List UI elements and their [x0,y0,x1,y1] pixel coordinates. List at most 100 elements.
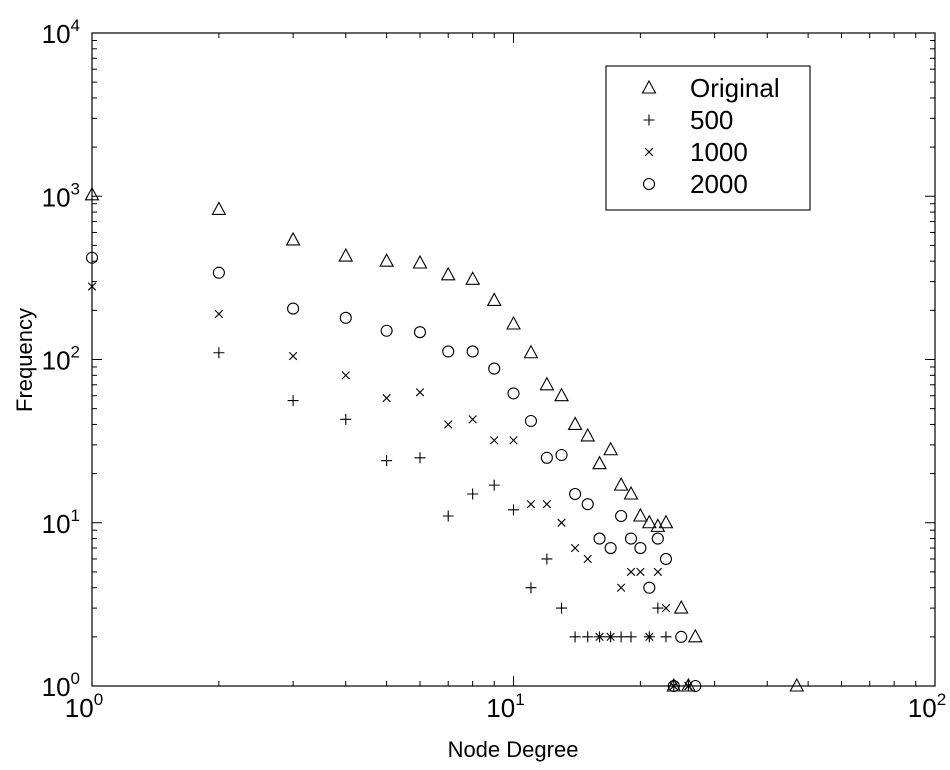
data-point [381,455,393,467]
legend-label: Original [690,73,780,103]
data-point [287,302,300,315]
data-point [214,309,224,319]
legend-item: 2000 [642,169,748,199]
data-point [687,628,703,643]
legend-label: 2000 [690,169,748,199]
x-tick-label: 102 [908,690,946,723]
data-point [557,518,566,527]
data-point [488,362,501,375]
tick-labels: 100 101 102 100 101 102 103 104 [42,16,947,723]
data-point [660,631,672,643]
data-point [569,487,582,501]
data-point [467,488,479,500]
data-point [636,567,645,577]
data-point [604,541,617,555]
data-point [540,451,553,464]
data-point [382,393,391,403]
data-point [539,376,555,391]
data-point [669,681,678,691]
data-point [667,679,680,693]
data-point [380,324,393,337]
data-point [412,254,428,269]
data-point [569,631,581,643]
data-points [84,186,805,693]
data-point [523,344,539,359]
data-point [508,504,519,516]
data-point [525,582,537,594]
data-point [212,266,225,279]
data-point [661,603,671,613]
data-point [615,509,628,523]
series-plus [213,347,694,692]
data-point [582,631,594,643]
data-point [415,388,425,397]
data-point [444,420,453,429]
data-point [592,455,607,470]
data-point [413,326,427,339]
legend-box [605,65,811,211]
data-point [606,632,615,642]
series-cross [87,282,693,691]
data-point [554,387,569,402]
data-point [488,479,500,491]
x-axis-label: Node Degree [448,737,579,762]
legend-marker [644,147,654,157]
data-point [211,201,227,216]
legend-item: 500 [643,105,733,135]
data-point [603,441,619,456]
data-point [650,518,666,532]
data-point [442,510,454,522]
data-point [632,507,648,522]
data-point [624,532,638,545]
data-point [465,271,481,285]
series-circle [85,251,702,693]
data-point [341,371,350,380]
data-point [507,387,520,400]
data-point [542,499,552,509]
data-point [651,532,664,545]
data-point [213,347,225,359]
legend-marker [642,177,656,191]
data-point [509,436,518,445]
data-point [593,532,606,545]
data-point [526,499,536,509]
data-point [581,498,594,511]
data-point [613,476,629,491]
data-point [623,485,639,500]
data-point [442,345,455,358]
data-point [615,631,627,643]
data-point [379,253,395,267]
data-point [653,567,663,577]
data-point [338,247,354,262]
data-point [595,632,604,642]
data-point [556,602,568,614]
legend-item: Original [641,73,780,103]
data-point [466,345,479,358]
data-point [641,514,657,529]
y-tick-label: 103 [42,179,80,212]
data-point [288,351,298,361]
data-point [789,677,805,692]
y-tick-label: 100 [42,669,80,702]
data-point [583,554,592,564]
data-point [87,282,97,291]
data-point [555,448,568,462]
legend-item: 1000 [644,137,748,167]
data-point [659,552,673,566]
data-point [339,311,352,324]
data-point [625,631,637,643]
axis-ticks [91,33,935,687]
data-point [486,292,502,306]
data-point [468,415,477,424]
y-axis-label: Frequency [12,308,37,412]
data-point [652,602,664,614]
data-point [616,583,626,592]
data-point [414,452,426,464]
data-point [340,413,352,425]
data-point [643,581,656,594]
data-point [634,541,647,555]
data-point [689,679,702,693]
legend-label: 1000 [690,137,748,167]
